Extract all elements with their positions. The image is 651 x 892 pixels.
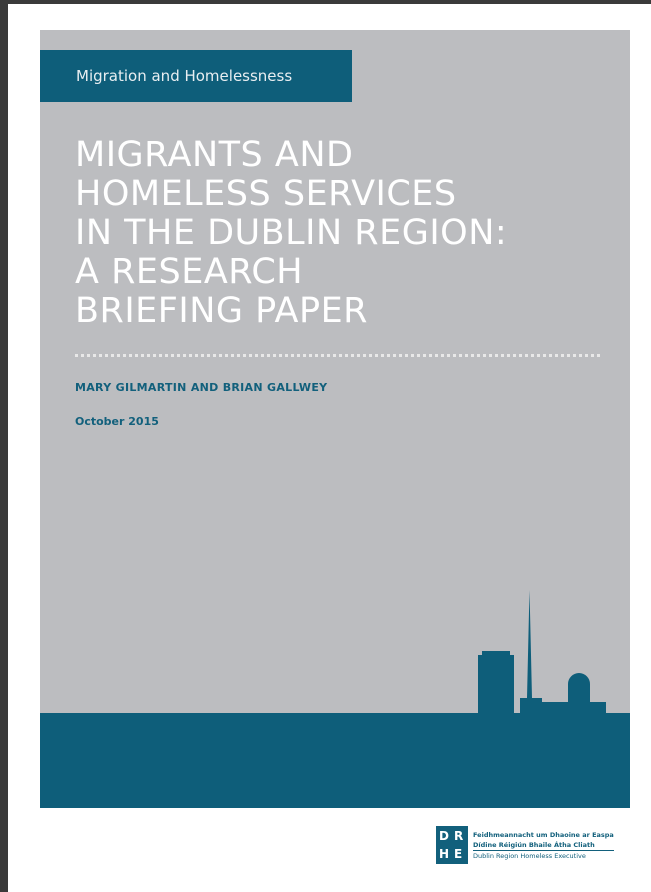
logo-line: Feidhmeannacht um Dhaoine ar Easpa (473, 830, 614, 840)
viewer-frame (0, 0, 8, 892)
skyline (40, 580, 630, 808)
logo-letter: D (439, 829, 449, 843)
band (40, 713, 630, 808)
title: MIGRANTS AND HOMELESS SERVICES IN THE DU… (75, 136, 615, 331)
spire (520, 590, 542, 713)
title-line: HOMELESS SERVICES (75, 175, 615, 214)
authors: MARY GILMARTIN AND BRIAN GALLWEY (75, 381, 327, 394)
logo-text: Feidhmeannacht um Dhaoine ar Easpa Dídin… (473, 830, 614, 861)
title-line: MIGRANTS AND (75, 136, 615, 175)
divider (75, 354, 600, 357)
building (478, 651, 514, 713)
logo: D R H E Feidhmeannacht um Dhaoine ar Eas… (436, 826, 636, 870)
title-line: BRIEFING PAPER (75, 292, 615, 331)
logo-letter: H (439, 847, 449, 861)
page: Migration and Homelessness MIGRANTS AND … (0, 0, 651, 892)
dome (540, 673, 606, 713)
series-label: Migration and Homelessness (40, 50, 352, 102)
logo-line: Dídine Réigiún Bhaile Átha Cliath (473, 840, 614, 850)
date: October 2015 (75, 415, 159, 428)
viewer-frame (0, 0, 651, 4)
title-line: IN THE DUBLIN REGION: (75, 214, 615, 253)
logo-line: Dublin Region Homeless Executive (473, 850, 614, 861)
logo-letter: E (454, 847, 462, 861)
logo-letter: R (454, 829, 463, 843)
logo-mark: D R H E (436, 826, 468, 864)
cover: Migration and Homelessness MIGRANTS AND … (40, 30, 630, 808)
title-line: A RESEARCH (75, 253, 615, 292)
